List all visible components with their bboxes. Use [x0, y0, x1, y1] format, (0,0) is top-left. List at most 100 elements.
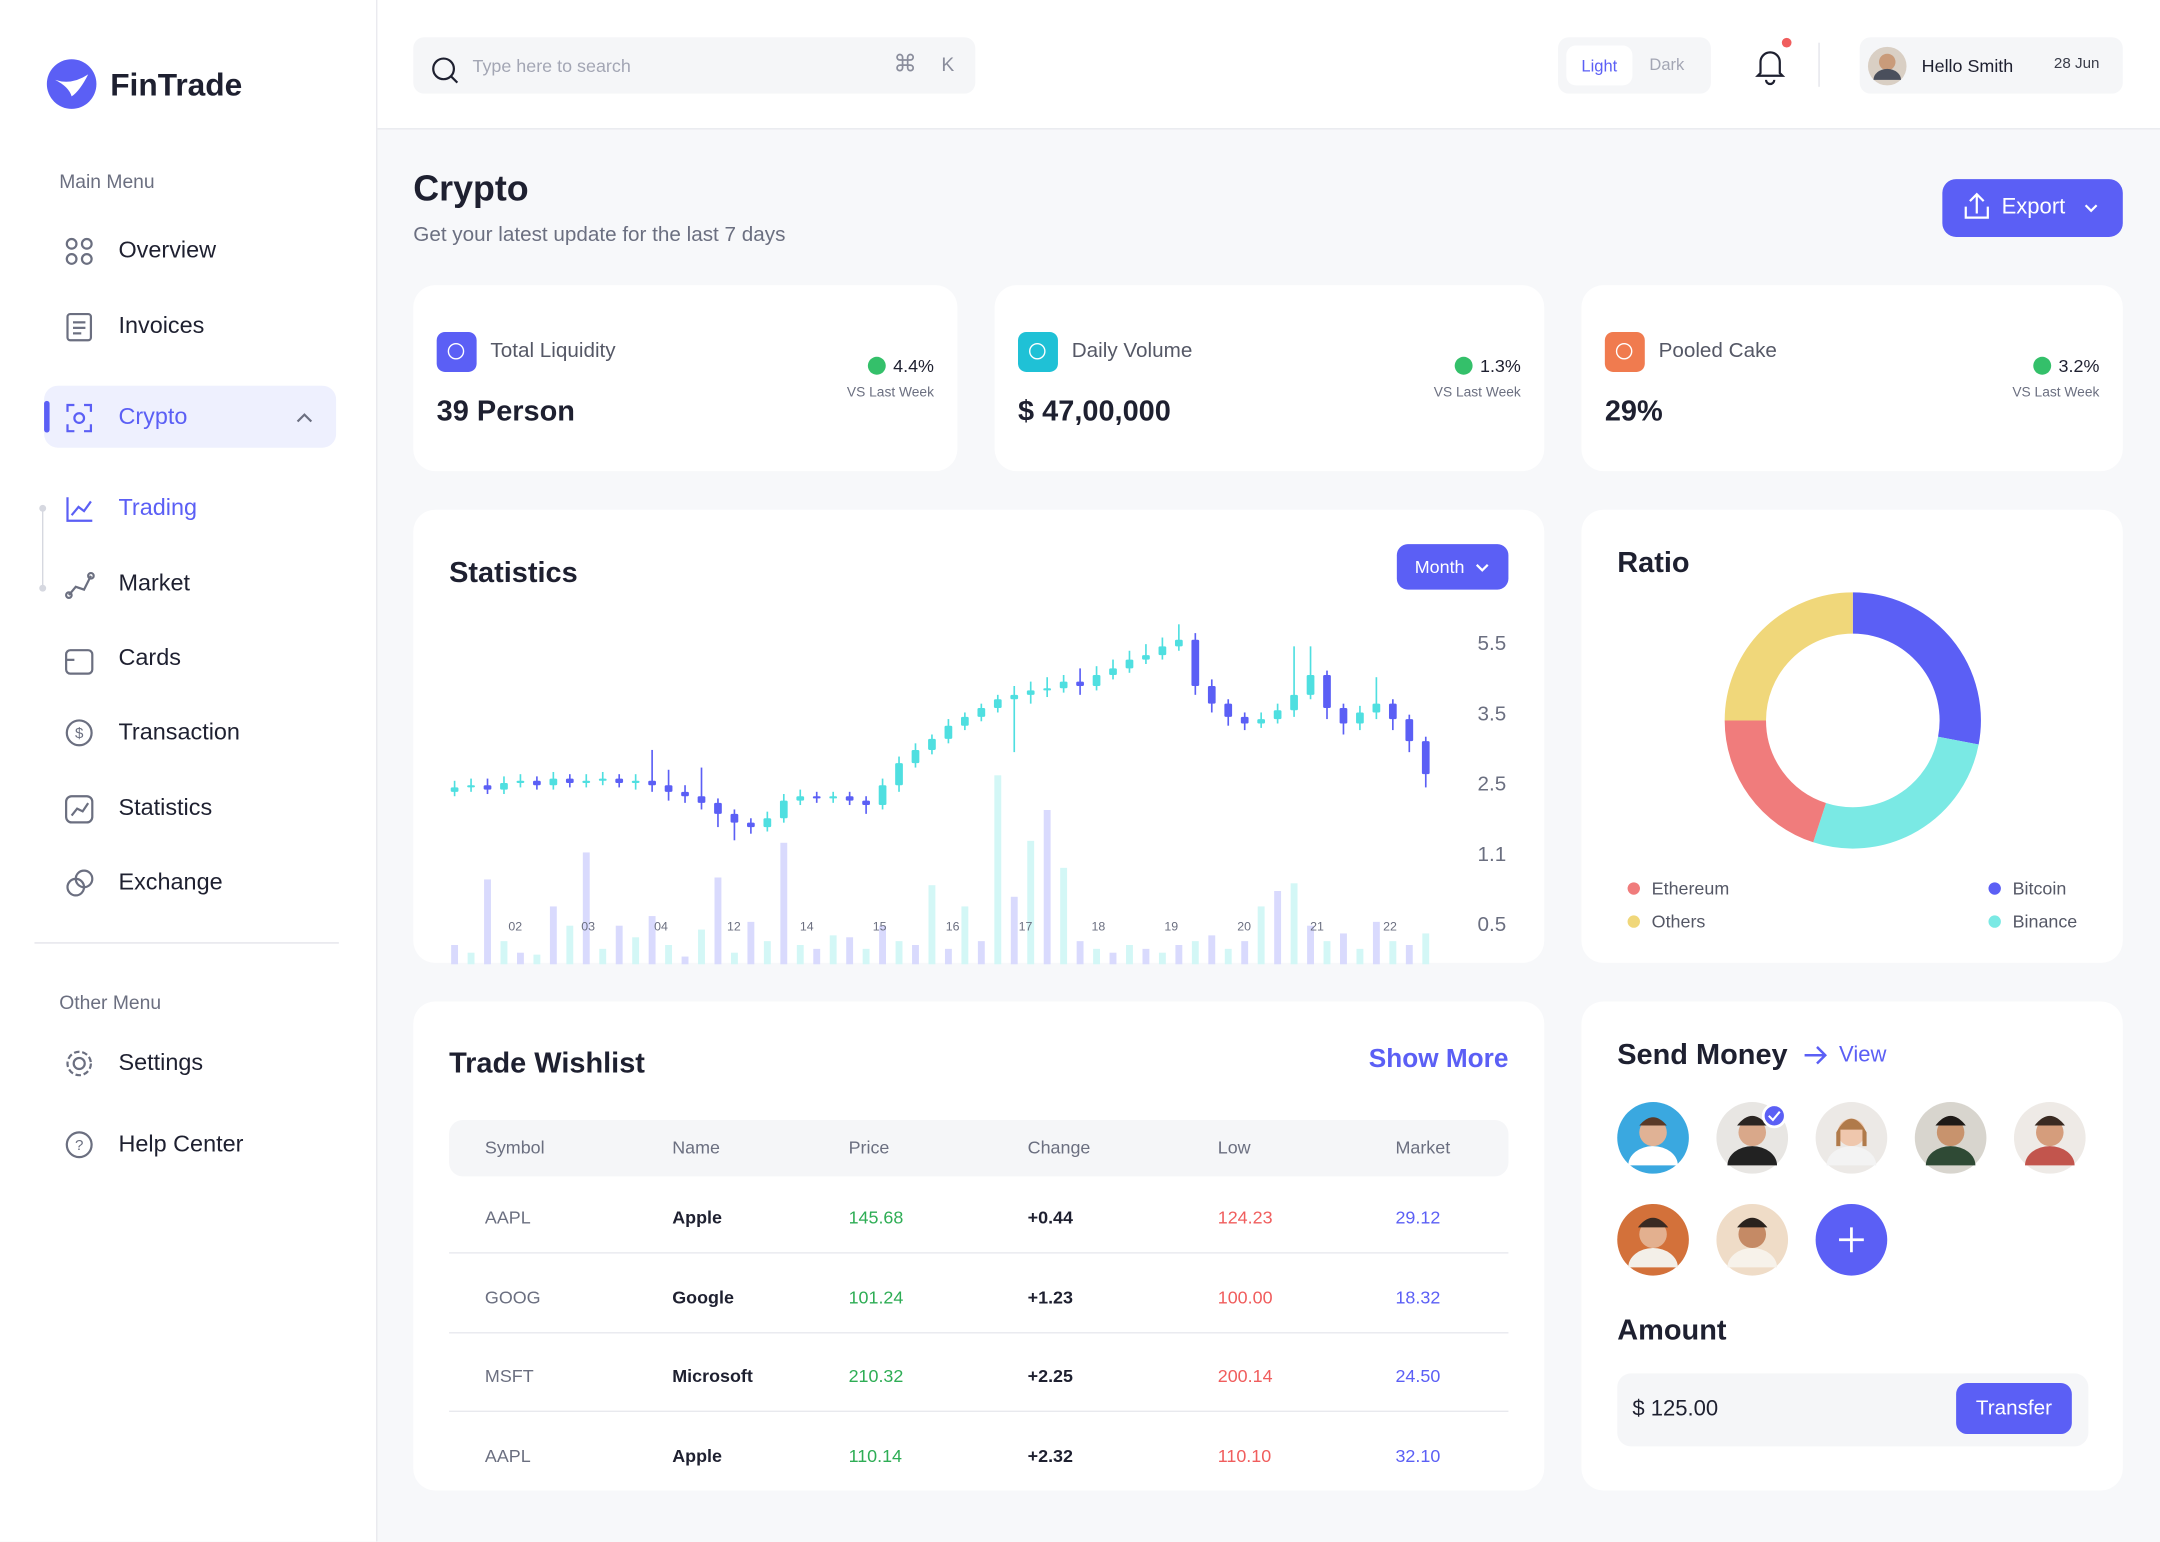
- divider: [34, 942, 339, 944]
- menu-item[interactable]: Market: [118, 570, 191, 597]
- period-button[interactable]: Month: [1396, 544, 1509, 590]
- stat-compare: VS Last Week: [846, 385, 934, 401]
- stat-icon-glyph: [1029, 343, 1046, 360]
- show-more[interactable]: Show More: [1368, 1045, 1509, 1074]
- stat-change: 1.3%: [1479, 355, 1521, 377]
- stat-icon-glyph: [1615, 343, 1633, 360]
- stat-card: [1581, 285, 2123, 472]
- stat-change: 3.2%: [2058, 355, 2100, 377]
- active-menu-bar: [44, 400, 50, 433]
- table-cell: 145.68: [848, 1207, 904, 1228]
- stat-value: 39 Person: [436, 395, 575, 428]
- page-title: Crypto: [413, 167, 529, 209]
- wishlist-card: [413, 1001, 1545, 1491]
- trend-badge: [1454, 356, 1473, 375]
- table-cell: 100.00: [1217, 1286, 1273, 1308]
- table-cell: 200.14: [1217, 1365, 1273, 1387]
- table-cell: +2.32: [1027, 1445, 1073, 1467]
- stat-card: [994, 285, 1545, 472]
- table-cell: Google: [672, 1286, 734, 1308]
- stat-value: $ 47,00,000: [1018, 395, 1171, 428]
- amount-value: $ 125.00: [1632, 1397, 1719, 1421]
- table-header: Change: [1027, 1136, 1091, 1158]
- amount-label: Amount: [1617, 1314, 1727, 1347]
- shortcut-key: ⌘: [893, 50, 917, 77]
- search-placeholder: Type here to search: [472, 55, 631, 77]
- table-cell: 18.32: [1395, 1286, 1441, 1308]
- stat-icon-glyph: [447, 343, 465, 360]
- menu-item[interactable]: Settings: [118, 1049, 204, 1076]
- export-label: Export: [2001, 195, 2066, 220]
- row-divider: [449, 1252, 1509, 1254]
- menu-item[interactable]: Statistics: [118, 794, 213, 821]
- table-cell: MSFT: [484, 1365, 534, 1387]
- table-header: Low: [1217, 1136, 1251, 1158]
- sidebar: [0, 0, 378, 1542]
- table-cell: 110.14: [848, 1445, 903, 1467]
- page-subtitle: Get your latest update for the last 7 da…: [413, 223, 786, 247]
- statistics-card: [413, 509, 1545, 963]
- table-cell: 210.32: [848, 1365, 904, 1387]
- table-cell: 24.50: [1395, 1365, 1441, 1387]
- stat-label: Daily Volume: [1071, 338, 1193, 363]
- row-divider: [449, 1331, 1509, 1334]
- stat-label: Total Liquidity: [490, 338, 616, 363]
- table-header: Name: [672, 1136, 721, 1158]
- stat-compare: VS Last Week: [1433, 385, 1521, 401]
- period-label: Month: [1414, 556, 1465, 578]
- card-title: Ratio: [1617, 547, 1690, 580]
- table-cell: 124.23: [1217, 1207, 1273, 1228]
- stat-card: [413, 285, 958, 472]
- active-menu-bg: [44, 385, 337, 448]
- table-header-bg: [449, 1119, 1509, 1177]
- card-title: Send Money: [1617, 1039, 1788, 1071]
- menu-item[interactable]: Crypto: [118, 403, 188, 430]
- menu-item[interactable]: Trading: [118, 494, 198, 521]
- table-cell: GOOG: [484, 1286, 541, 1308]
- table-cell: AAPL: [484, 1445, 531, 1467]
- brand[interactable]: FinTrade: [110, 66, 243, 103]
- menu-item[interactable]: Cards: [118, 644, 181, 671]
- table-cell: 32.10: [1395, 1445, 1441, 1467]
- table-cell: +2.25: [1027, 1365, 1073, 1387]
- table-header: Price: [848, 1136, 890, 1158]
- user-name: Hello Smith: [1921, 55, 2014, 77]
- menu-title: Other Menu: [59, 991, 162, 1014]
- menu-item[interactable]: Transaction: [118, 718, 240, 745]
- table-cell: 110.10: [1217, 1445, 1272, 1467]
- transfer-button[interactable]: Transfer: [1956, 1383, 2072, 1435]
- date: 28 Jun: [2053, 55, 2100, 73]
- table-cell: Apple: [672, 1207, 723, 1228]
- view-link[interactable]: View: [1839, 1043, 1887, 1067]
- trend-badge: [867, 356, 886, 375]
- table-cell: AAPL: [484, 1207, 531, 1228]
- stat-value: 29%: [1604, 395, 1663, 428]
- table-cell: Apple: [672, 1445, 723, 1467]
- menu-title: Main Menu: [59, 170, 155, 193]
- card-title: Trade Wishlist: [449, 1047, 645, 1080]
- export-button[interactable]: Export: [1942, 179, 2123, 237]
- table-cell: +1.23: [1027, 1286, 1073, 1308]
- table-header: Symbol: [484, 1136, 545, 1158]
- card-title: Statistics: [449, 557, 578, 589]
- row-divider: [449, 1411, 1509, 1413]
- table-header: Market: [1395, 1136, 1451, 1158]
- shortcut-key: K: [941, 53, 955, 76]
- table-cell: +0.44: [1027, 1207, 1073, 1228]
- stat-change: 4.4%: [893, 355, 934, 377]
- theme-dark[interactable]: Dark: [1649, 54, 1685, 75]
- trend-badge: [2033, 356, 2052, 375]
- search-box[interactable]: [413, 37, 976, 94]
- theme-light[interactable]: Light: [1566, 45, 1633, 86]
- table-cell: 29.12: [1395, 1207, 1441, 1228]
- menu-item[interactable]: Help Center: [118, 1130, 244, 1157]
- stat-label: Pooled Cake: [1658, 338, 1777, 363]
- divider: [1818, 42, 1820, 87]
- stat-compare: VS Last Week: [2012, 385, 2100, 401]
- table-cell: 101.24: [848, 1286, 904, 1308]
- menu-item[interactable]: Invoices: [118, 312, 205, 339]
- menu-item[interactable]: Exchange: [118, 868, 223, 896]
- menu-item[interactable]: Overview: [118, 236, 217, 263]
